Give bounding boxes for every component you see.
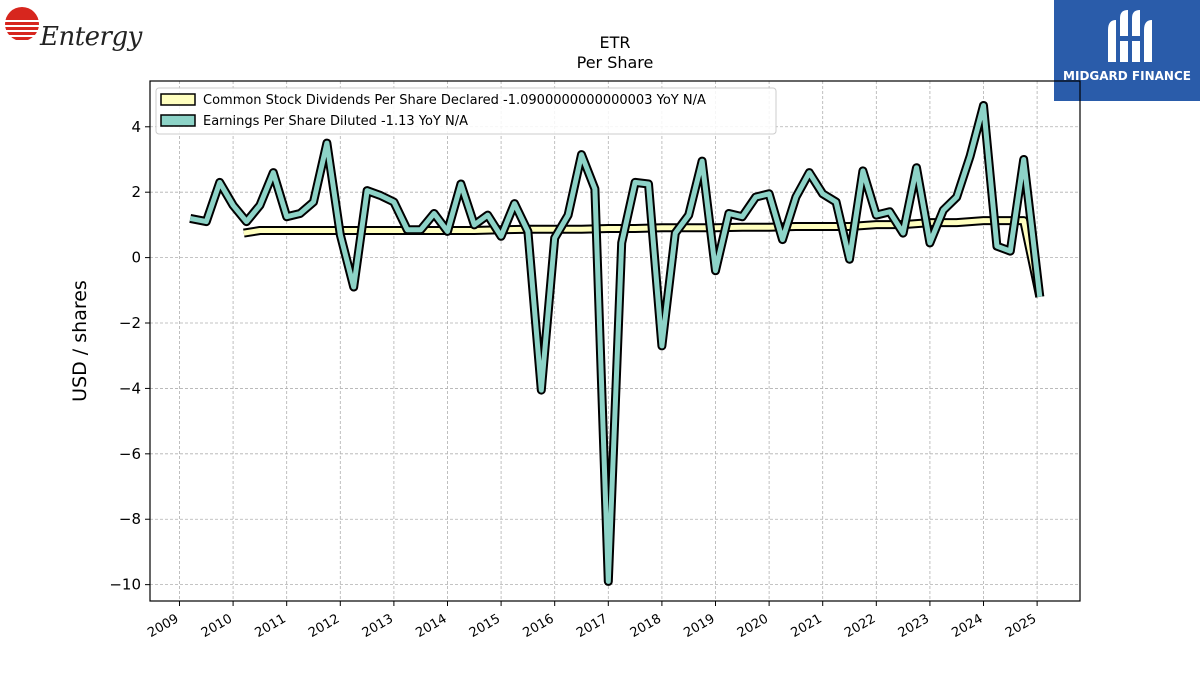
x-tick-label: 2012 <box>306 611 342 641</box>
x-tick-label: 2025 <box>1003 611 1039 641</box>
x-ticks: 2009 2010 2011 2012 2013 2014 2015 2016 2017 2018… <box>145 601 1039 641</box>
x-tick-label: 2024 <box>949 611 985 641</box>
x-tick-label: 2018 <box>628 611 664 641</box>
y-tick-label: −4 <box>119 379 141 397</box>
y-tick-label: −10 <box>109 576 141 594</box>
legend-swatch-dividends <box>160 93 196 106</box>
legend: Common Stock Dividends Per Share Declare… <box>155 87 777 135</box>
y-tick-label: 4 <box>131 118 141 136</box>
legend-swatch-eps <box>160 114 196 127</box>
series-fill <box>243 218 1043 298</box>
y-tick-label: −6 <box>119 445 141 463</box>
x-tick-label: 2017 <box>574 611 610 641</box>
entergy-sun-icon <box>5 7 39 40</box>
x-tick-label: 2009 <box>145 611 181 641</box>
series-line-dividends <box>243 216 1045 298</box>
x-tick-label: 2011 <box>253 611 289 641</box>
y-ticks: 4 2 0 −2 −4 −6 −8 −10 <box>109 118 150 594</box>
series-fill <box>189 103 1043 584</box>
legend-box <box>155 87 777 135</box>
chart-subtitle: Per Share <box>577 53 654 72</box>
legend-label-dividends: Common Stock Dividends Per Share Declare… <box>203 93 706 108</box>
y-axis-label: USD / shares <box>69 280 91 402</box>
x-tick-label: 2023 <box>896 611 932 641</box>
entergy-logo-text: Entergy <box>40 22 142 52</box>
x-gridlines <box>179 81 1038 601</box>
y-tick-label: −8 <box>119 510 141 528</box>
y-tick-label: −2 <box>119 314 141 332</box>
x-tick-label: 2022 <box>842 611 878 641</box>
x-tick-label: 2021 <box>789 611 825 641</box>
x-tick-label: 2013 <box>360 611 396 641</box>
y-tick-label: 2 <box>131 183 141 201</box>
midgard-emblem-icon <box>1108 10 1152 62</box>
series-line-eps <box>189 101 1045 586</box>
series-layer <box>189 101 1045 586</box>
x-tick-label: 2019 <box>681 611 717 641</box>
x-tick-label: 2010 <box>199 611 235 641</box>
entergy-logo: Entergy <box>0 0 142 60</box>
x-tick-label: 2016 <box>521 611 557 641</box>
x-tick-label: 2014 <box>413 611 449 641</box>
legend-label-eps: Earnings Per Share Diluted -1.13 YoY N/A <box>203 114 468 129</box>
plot-frame <box>149 80 1081 602</box>
y-tick-label: 0 <box>131 249 141 267</box>
x-tick-label: 2015 <box>467 611 503 641</box>
x-tick-label: 2020 <box>735 611 771 641</box>
chart-title: ETR <box>600 33 631 52</box>
midgard-finance-logo-text: MIDGARD FINANCE <box>1063 69 1191 83</box>
midgard-finance-logo: MIDGARD FINANCE <box>1054 0 1200 101</box>
